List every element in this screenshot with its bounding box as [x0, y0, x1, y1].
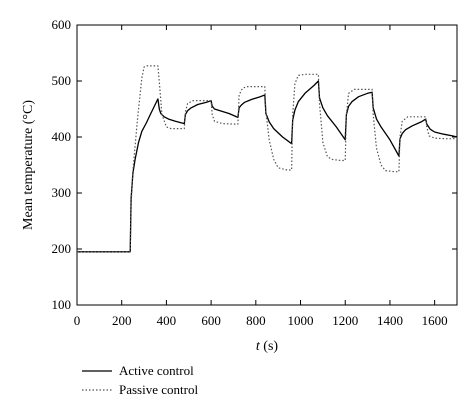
x-axis-ticks: 0 200 400 600 800 1000 1200 1400 1600: [74, 25, 448, 328]
plot-frame: [76, 24, 458, 306]
x-tick-label: 400: [157, 313, 177, 328]
x-tick-label: 1000: [288, 313, 314, 328]
legend-label-active-control: Active control: [119, 363, 194, 378]
legend-label-passive-control: Passive control: [119, 382, 198, 397]
y-axis-ticks: 100 200 300 400 500 600: [52, 17, 457, 312]
series-line-active-control: [77, 80, 458, 253]
y-axis-title: Mean temperature (°C): [21, 100, 36, 230]
legend: Active control Passive control: [82, 363, 198, 397]
x-tick-label: 600: [201, 313, 221, 328]
x-axis-title: t (s): [256, 339, 279, 354]
x-tick-label: 1600: [422, 313, 448, 328]
y-tick-label: 200: [52, 241, 72, 256]
x-axis-variable: t: [256, 339, 261, 354]
x-tick-label: 200: [112, 313, 132, 328]
y-tick-label: 400: [52, 129, 72, 144]
series-layer: [77, 65, 458, 253]
y-tick-label: 600: [52, 17, 72, 32]
x-tick-label: 800: [246, 313, 266, 328]
y-tick-label: 100: [52, 297, 72, 312]
x-tick-label: 0: [74, 313, 81, 328]
x-axis-unit: (s): [260, 339, 279, 354]
y-tick-label: 300: [52, 185, 72, 200]
y-tick-label: 500: [52, 73, 72, 88]
series-line-passive-control: [77, 65, 457, 253]
x-tick-label: 1400: [377, 313, 403, 328]
x-tick-label: 1200: [332, 313, 358, 328]
